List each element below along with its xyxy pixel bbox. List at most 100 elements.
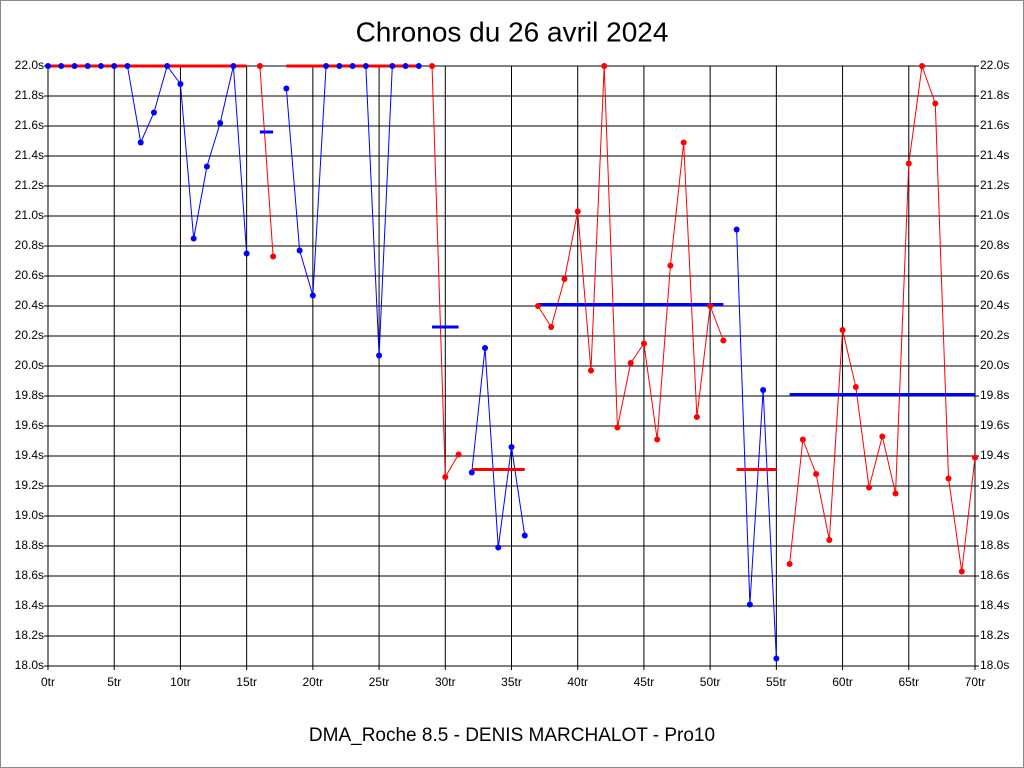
point — [455, 451, 462, 458]
point — [442, 474, 449, 480]
y-tick-label: 18.0s — [15, 658, 44, 672]
y-tick-label: 21.8s — [15, 88, 44, 102]
point — [389, 63, 396, 69]
point — [164, 63, 171, 69]
y2-tick-label: 19.6s — [980, 418, 1009, 432]
x-tick-label: 55tr — [766, 675, 787, 689]
x-tick-label: 45tr — [634, 675, 655, 689]
point — [760, 387, 767, 393]
y2-tick-label: 19.2s — [980, 478, 1009, 492]
x-tick-label: 10tr — [170, 675, 191, 689]
point — [707, 303, 714, 309]
point — [945, 475, 952, 482]
y-tick-label: 19.0s — [15, 508, 44, 522]
point — [972, 454, 978, 461]
point — [919, 63, 926, 69]
point — [177, 81, 184, 87]
y-tick-label: 19.4s — [15, 448, 44, 462]
point — [309, 292, 316, 299]
point — [190, 235, 197, 242]
point — [203, 163, 210, 170]
y2-tick-label: 18.2s — [980, 628, 1009, 642]
point — [667, 262, 674, 269]
y2-tick-label: 20.2s — [980, 328, 1009, 342]
point — [786, 561, 793, 567]
x-tick-label: 0tr — [41, 675, 55, 689]
point — [932, 100, 939, 107]
y-tick-label: 18.8s — [15, 538, 44, 552]
point — [746, 601, 753, 608]
point — [217, 120, 224, 126]
y-tick-label: 20.4s — [15, 298, 44, 312]
y-tick-label: 21.6s — [15, 118, 44, 132]
x-tick-label: 20tr — [303, 675, 324, 689]
point — [773, 655, 780, 662]
point — [124, 63, 131, 69]
point — [799, 436, 806, 443]
y2-tick-label: 22.0s — [980, 58, 1009, 72]
point — [879, 433, 886, 440]
y2-tick-label: 20.8s — [980, 238, 1009, 252]
y-tick-label: 20.8s — [15, 238, 44, 252]
point — [852, 384, 859, 390]
point — [892, 490, 899, 497]
x-tick-label: 60tr — [832, 675, 853, 689]
point — [45, 63, 51, 69]
y-tick-label: 19.2s — [15, 478, 44, 492]
point — [495, 544, 502, 551]
series-line — [736, 229, 777, 659]
y2-tick-label: 18.0s — [980, 658, 1009, 672]
point — [296, 247, 303, 254]
point — [111, 63, 118, 69]
y2-tick-label: 21.4s — [980, 148, 1009, 162]
point — [839, 327, 846, 333]
point — [270, 253, 277, 260]
point — [97, 63, 104, 69]
y-tick-label: 20.0s — [15, 358, 44, 372]
point — [58, 63, 65, 69]
y-tick-label: 20.6s — [15, 268, 44, 282]
x-tick-label: 70tr — [965, 675, 986, 689]
point — [813, 471, 820, 477]
series-line — [259, 65, 274, 257]
y2-tick-label: 21.0s — [980, 208, 1009, 222]
y2-tick-label: 21.2s — [980, 178, 1009, 192]
y2-tick-label: 18.4s — [980, 598, 1009, 612]
point — [866, 484, 873, 491]
point — [693, 414, 700, 420]
x-tick-label: 15tr — [236, 675, 257, 689]
y-tick-label: 18.6s — [15, 568, 44, 582]
y-tick-label: 19.6s — [15, 418, 44, 432]
point — [654, 436, 661, 443]
point — [137, 139, 144, 146]
point — [548, 324, 555, 330]
point — [230, 63, 237, 69]
x-tick-label: 25tr — [369, 675, 390, 689]
point — [640, 340, 647, 347]
point — [243, 250, 250, 257]
y-tick-label: 18.2s — [15, 628, 44, 642]
point — [521, 532, 528, 539]
point — [349, 63, 356, 69]
y-tick-label: 22.0s — [15, 58, 44, 72]
point — [561, 276, 568, 282]
y2-tick-label: 20.6s — [980, 268, 1009, 282]
y2-tick-label: 18.8s — [980, 538, 1009, 552]
point — [508, 444, 515, 450]
y-tick-label: 21.4s — [15, 148, 44, 162]
point — [587, 367, 594, 374]
point — [601, 63, 608, 69]
y-tick-label: 20.2s — [15, 328, 44, 342]
point — [958, 568, 965, 575]
y2-tick-label: 21.8s — [980, 88, 1009, 102]
point — [614, 424, 621, 431]
chart-title: Chronos du 26 avril 2024 — [356, 16, 669, 47]
point — [362, 63, 369, 69]
y2-tick-label: 21.6s — [980, 118, 1009, 132]
point — [402, 63, 409, 69]
x-tick-label: 40tr — [567, 675, 588, 689]
y2-tick-label: 20.4s — [980, 298, 1009, 312]
point — [905, 160, 912, 167]
